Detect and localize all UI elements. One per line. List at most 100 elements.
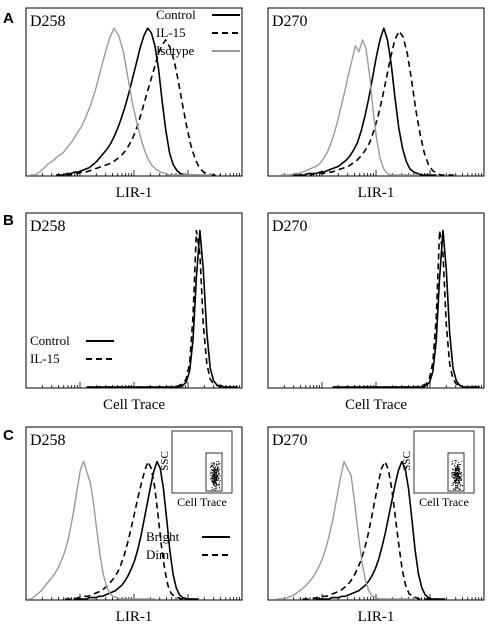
inset-dot <box>453 478 455 480</box>
inset-dot <box>212 478 214 480</box>
inset-dot <box>216 468 218 470</box>
legend-label: IL-15 <box>30 351 60 366</box>
inset-dot <box>459 477 461 479</box>
inset-dot <box>459 473 461 475</box>
inset-dot <box>456 460 458 462</box>
panel-title: D258 <box>30 13 66 30</box>
inset-dot <box>451 473 453 475</box>
inset-dot <box>456 472 458 474</box>
inset-dot <box>218 472 220 474</box>
inset-dot <box>461 460 463 462</box>
inset-dot <box>213 480 215 482</box>
inset-dot <box>217 474 219 476</box>
inset-dot <box>453 481 455 483</box>
inset-dot <box>452 484 454 486</box>
inset-dot <box>218 484 220 486</box>
inset-dot <box>456 468 458 470</box>
inset-dot <box>454 467 456 469</box>
inset-dot <box>451 472 453 474</box>
inset-dot <box>211 468 212 470</box>
inset-dot <box>216 488 218 490</box>
inset-dot <box>459 464 461 466</box>
inset-dot <box>216 486 218 488</box>
inset-dot <box>218 483 220 485</box>
series-line-il-15 <box>86 229 238 388</box>
inset-dot <box>213 482 215 484</box>
inset-dot <box>214 479 216 481</box>
inset-dot <box>217 476 219 478</box>
inset-dot <box>455 479 457 481</box>
legend-label: Isotype <box>156 43 195 58</box>
histogram-panel-c-d258: D258 LIR-1 Bright Dim SSC Cell Trace <box>25 426 243 625</box>
inset-y-label: SSC <box>401 451 413 471</box>
series-line-bright <box>315 460 446 600</box>
inset-dot <box>210 478 212 480</box>
inset-dot <box>211 478 213 480</box>
histogram-panel-c-d270: D270 LIR-1 SSC Cell Trace <box>267 426 485 625</box>
inset-y-label: SSC <box>159 451 171 471</box>
inset-dot <box>213 470 215 472</box>
histogram-panel-b-d270: D270 Cell Trace <box>267 212 485 413</box>
panel-title: D270 <box>272 218 308 235</box>
inset-dot <box>211 480 213 482</box>
inset-dot <box>215 470 217 472</box>
inset-dot <box>456 485 458 487</box>
inset-dot <box>456 482 458 484</box>
inset-dot <box>217 467 219 469</box>
series-line-isotype <box>281 39 420 176</box>
inset-gate <box>447 452 465 492</box>
inset-dot <box>458 468 460 470</box>
series-line-il-15 <box>332 229 480 388</box>
inset-dot <box>456 475 458 477</box>
inset-dot <box>457 465 458 467</box>
inset-dot <box>452 483 454 485</box>
series-line-dim <box>64 460 195 600</box>
inset-dot <box>212 482 214 484</box>
inset-dot <box>212 474 214 475</box>
inset-dot <box>215 477 217 479</box>
inset-dot <box>211 473 213 475</box>
inset-dot <box>459 476 460 478</box>
inset-dot <box>217 466 218 468</box>
inset-frame <box>171 430 233 494</box>
inset-dot <box>458 479 460 481</box>
inset-dot <box>455 462 457 464</box>
inset-dot <box>218 470 219 472</box>
series-line-control <box>86 229 238 388</box>
inset-dot <box>455 484 457 486</box>
x-axis-label: Cell Trace <box>345 397 407 413</box>
inset-dot <box>458 466 460 468</box>
inset-dot <box>215 473 217 475</box>
inset-dot <box>454 469 456 471</box>
inset-dot <box>213 483 215 485</box>
inset-dot <box>216 471 218 473</box>
inset-dot <box>452 468 453 470</box>
inset-dot <box>218 469 220 471</box>
inset-dot <box>459 485 461 487</box>
inset-dot <box>213 476 215 478</box>
inset-dot <box>458 463 460 465</box>
legend-label: Bright <box>146 529 180 544</box>
legend: Control IL-15 Isotype <box>156 7 240 58</box>
inset-dot <box>215 482 217 484</box>
inset-dot <box>458 469 460 471</box>
inset-dot <box>210 466 212 468</box>
inset-dot <box>454 474 456 476</box>
inset-dot <box>457 483 459 485</box>
plot-frame <box>267 7 485 177</box>
inset-dot <box>218 469 220 471</box>
inset-dot <box>457 472 459 474</box>
inset-x-label: Cell Trace <box>177 495 227 509</box>
inset-dot <box>215 479 217 481</box>
inset-dot <box>458 481 460 482</box>
inset-dot <box>460 480 462 481</box>
inset-dot <box>212 475 214 476</box>
inset-frame <box>413 430 475 494</box>
inset-dot <box>456 470 458 471</box>
inset-dot <box>215 466 217 468</box>
plot-frame <box>25 7 243 177</box>
inset-dot <box>218 466 220 468</box>
inset-dot <box>217 479 219 481</box>
inset-dot <box>213 467 215 468</box>
inset-dot <box>214 484 216 486</box>
